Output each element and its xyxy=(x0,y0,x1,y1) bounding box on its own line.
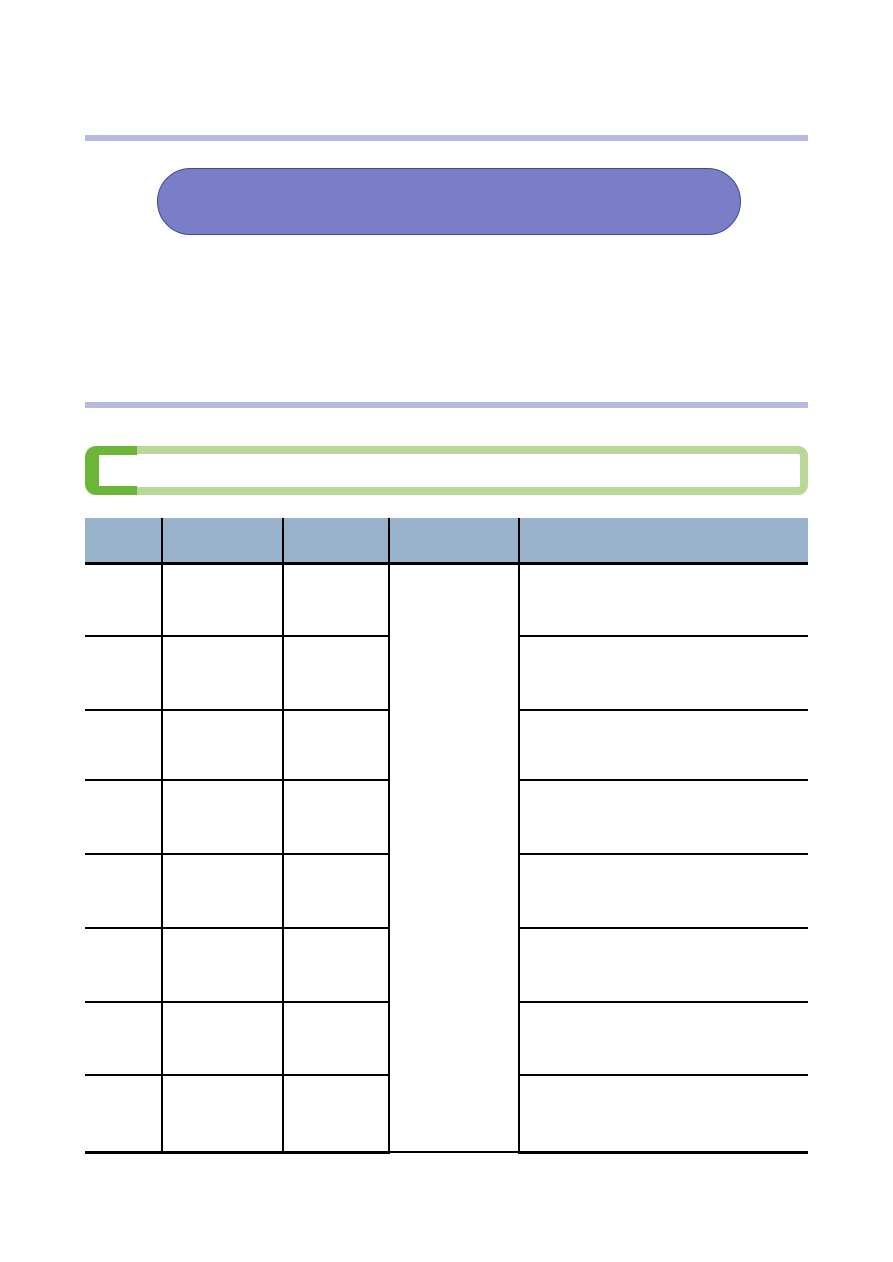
table-header-cell-4 xyxy=(388,518,519,565)
table-row-5 xyxy=(85,853,808,929)
table-head xyxy=(85,518,808,565)
top-divider-rule xyxy=(85,135,808,141)
table-row-6 xyxy=(85,927,808,1003)
table-cell-r4-c2 xyxy=(161,779,284,855)
table-cell-r6-c1 xyxy=(85,927,163,1003)
table-cell-r4-c1 xyxy=(85,779,163,855)
data-table xyxy=(85,518,808,1154)
table-cell-r8-c2 xyxy=(161,1074,284,1154)
table-cell-r7-c5 xyxy=(518,1001,808,1076)
table-cell-r5-c1 xyxy=(85,853,163,929)
table-row-1 xyxy=(85,562,808,1153)
section-heading-accent-bracket xyxy=(85,446,137,495)
table-cell-r2-c3 xyxy=(282,635,390,711)
table-cell-r5-c2 xyxy=(161,853,284,929)
table-cell-r1-c5 xyxy=(518,562,808,637)
table-cell-r4-c5 xyxy=(518,779,808,855)
table-cell-r3-c1 xyxy=(85,709,163,781)
table-cell-r8-c3 xyxy=(282,1074,390,1154)
table-cell-r3-c5 xyxy=(518,709,808,781)
table-cell-r4-c3 xyxy=(282,779,390,855)
table-cell-r7-c2 xyxy=(161,1001,284,1076)
table-cell-r7-c3 xyxy=(282,1001,390,1076)
table-cell-r8-c1 xyxy=(85,1074,163,1154)
table-row-2 xyxy=(85,635,808,711)
table-container xyxy=(85,518,808,1154)
table-cell-r7-c1 xyxy=(85,1001,163,1076)
table-header-cell-5 xyxy=(518,518,808,565)
table-header-cell-3 xyxy=(282,518,389,565)
table-row-7 xyxy=(85,1001,808,1076)
section-heading-box xyxy=(85,446,808,495)
table-cell-r5-c3 xyxy=(282,853,390,929)
table-cell-r2-c2 xyxy=(161,635,284,711)
table-cell-r2-c5 xyxy=(518,635,808,711)
table-cell-r3-c3 xyxy=(282,709,390,781)
table-header-cell-1 xyxy=(85,518,162,565)
middle-divider-rule xyxy=(85,402,808,408)
table-body xyxy=(85,562,808,1154)
table-cell-r1-c2 xyxy=(161,562,284,637)
table-cell-merged-column xyxy=(388,562,520,1153)
table-row-4 xyxy=(85,779,808,855)
table-cell-r6-c3 xyxy=(282,927,390,1003)
title-banner xyxy=(157,168,741,235)
table-row-3 xyxy=(85,709,808,781)
table-cell-r2-c1 xyxy=(85,635,163,711)
table-cell-r1-c1 xyxy=(85,562,163,637)
table-cell-r1-c3 xyxy=(282,562,390,637)
section-heading-text xyxy=(110,455,790,487)
table-cell-r3-c2 xyxy=(161,709,284,781)
table-cell-r5-c5 xyxy=(518,853,808,929)
table-header-row xyxy=(85,518,808,565)
table-row-8 xyxy=(85,1074,808,1154)
table-header-cell-2 xyxy=(161,518,283,565)
table-cell-r6-c5 xyxy=(518,927,808,1003)
table-cell-r8-c5 xyxy=(518,1074,808,1154)
table-cell-r6-c2 xyxy=(161,927,284,1003)
